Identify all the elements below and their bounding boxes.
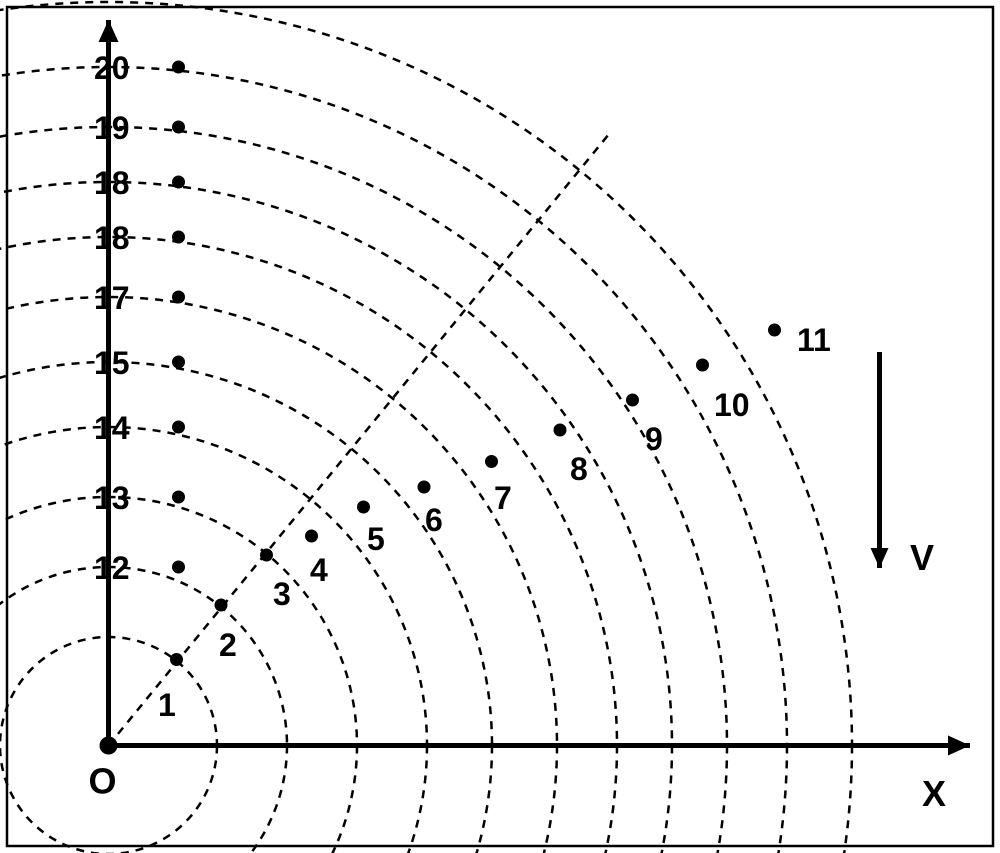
point-label-181: 18 <box>94 165 130 201</box>
point-label-19: 19 <box>94 110 130 146</box>
x-axis-arrowhead-icon <box>948 736 970 756</box>
point-19 <box>172 121 185 134</box>
point-8 <box>554 424 567 437</box>
y-axis-arrowhead-icon <box>99 20 119 42</box>
point-17 <box>172 291 185 304</box>
point-15 <box>172 356 185 369</box>
point-label-1: 1 <box>158 687 176 723</box>
ring-2 <box>0 567 287 853</box>
point-label-12: 12 <box>94 550 130 586</box>
diagram-canvas: 1234567891011121314151718181920 O X V <box>0 0 1000 853</box>
point-2 <box>215 599 228 612</box>
point-label-15: 15 <box>94 345 130 381</box>
diagonal-ray <box>109 134 609 745</box>
ring-5 <box>0 362 492 853</box>
point-181 <box>172 176 185 189</box>
origin-label: O <box>89 761 117 802</box>
point-7 <box>485 455 498 468</box>
point-label-3: 3 <box>273 576 291 612</box>
ring-6 <box>0 297 557 853</box>
point-3 <box>260 549 273 562</box>
point-14 <box>172 421 185 434</box>
point-6 <box>418 481 431 494</box>
point-label-11: 11 <box>797 322 831 358</box>
x-axis-label: X <box>922 773 946 814</box>
point-label-5: 5 <box>367 521 385 557</box>
point-9 <box>626 394 639 407</box>
point-13 <box>172 491 185 504</box>
point-label-10: 10 <box>714 387 750 423</box>
data-points-group <box>170 61 781 667</box>
velocity-arrowhead-icon <box>871 548 889 568</box>
point-4 <box>305 530 318 543</box>
point-11 <box>768 324 781 337</box>
point-10 <box>696 359 709 372</box>
outer-frame <box>7 7 993 846</box>
point-label-13: 13 <box>94 480 130 516</box>
point-label-9: 9 <box>645 421 663 457</box>
point-label-7: 7 <box>494 480 512 516</box>
origin-point <box>100 737 118 755</box>
point-18 <box>172 231 185 244</box>
point-label-17: 17 <box>94 280 130 316</box>
point-label-8: 8 <box>570 451 588 487</box>
ring-3 <box>0 497 357 853</box>
point-label-4: 4 <box>310 552 328 588</box>
point-5 <box>357 501 370 514</box>
velocity-label: V <box>910 537 934 578</box>
ring-4 <box>0 427 427 853</box>
data-labels-group: 1234567891011121314151718181920 <box>94 50 831 723</box>
point-12 <box>172 561 185 574</box>
point-label-18: 18 <box>94 220 130 256</box>
point-label-14: 14 <box>94 410 130 446</box>
point-1 <box>170 653 183 666</box>
point-label-6: 6 <box>425 502 443 538</box>
point-label-2: 2 <box>219 627 237 663</box>
point-label-20: 20 <box>94 50 130 86</box>
point-20 <box>172 61 185 74</box>
